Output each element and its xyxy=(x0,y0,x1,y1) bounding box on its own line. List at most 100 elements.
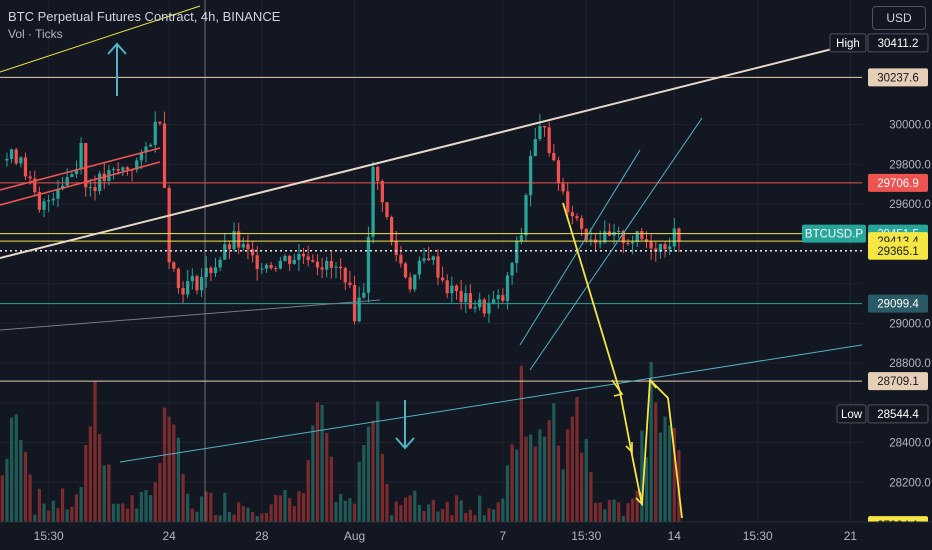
candle-body xyxy=(450,285,454,294)
candle-body xyxy=(408,277,412,290)
candle xyxy=(292,253,296,265)
time-axis-label: 15:30 xyxy=(743,529,773,543)
volume-bar xyxy=(663,416,667,522)
candle-body xyxy=(505,275,510,301)
volume-bar xyxy=(209,492,213,522)
volume-bar xyxy=(264,512,269,522)
volume-bar xyxy=(640,430,644,522)
volume-bar xyxy=(450,515,454,522)
candle-body xyxy=(274,268,278,270)
candle xyxy=(663,240,667,258)
candle-body xyxy=(468,293,473,309)
volume-bar xyxy=(232,514,236,522)
candle xyxy=(427,246,431,262)
volume-bar xyxy=(14,414,18,522)
candle-body xyxy=(9,149,14,159)
candle-body xyxy=(343,268,347,283)
candle-body xyxy=(255,255,259,269)
volume-bar xyxy=(19,439,23,522)
candle-body xyxy=(283,255,287,261)
candle-body xyxy=(482,299,486,314)
time-axis-label: 28 xyxy=(255,529,269,543)
volume-bar xyxy=(459,500,463,522)
volume-bar xyxy=(440,508,445,522)
volume-bar xyxy=(204,491,208,522)
candle-body xyxy=(473,307,477,309)
volume-bar xyxy=(579,452,584,522)
candle-body xyxy=(617,230,621,233)
volume-bar xyxy=(47,510,51,522)
price-axis-tick-label: 28400.0 xyxy=(889,438,931,450)
volume-bar xyxy=(672,427,676,522)
volume-bar xyxy=(626,503,630,522)
candle-body xyxy=(561,183,565,192)
volume-bar xyxy=(37,488,42,522)
price-label-box xyxy=(868,173,928,192)
price-label-name: BTCUSD.P xyxy=(805,229,863,241)
candle-body xyxy=(329,261,333,268)
candle xyxy=(195,274,199,295)
price-level-label: 30411.2 High xyxy=(829,33,929,53)
price-label-text: 28709.1 xyxy=(877,376,919,388)
price-level-label: 29099.4 xyxy=(868,294,928,313)
candle-body xyxy=(556,160,561,184)
candle xyxy=(445,274,449,299)
candle xyxy=(255,245,259,281)
volume-bar xyxy=(274,494,278,522)
candle-body xyxy=(496,295,500,300)
candle xyxy=(440,266,445,283)
price-label-text: 29099.4 xyxy=(877,299,919,311)
candle-body xyxy=(654,248,658,252)
volume-bar xyxy=(566,429,570,522)
volume-bar xyxy=(88,426,92,522)
candle xyxy=(408,272,412,293)
price-level-label: 30237.6 xyxy=(868,68,928,87)
volume-bar xyxy=(524,436,528,522)
candle xyxy=(190,268,194,290)
candle xyxy=(376,165,380,190)
price-label-text: 29365.1 xyxy=(877,246,919,258)
volume-bar xyxy=(515,449,519,522)
candle xyxy=(561,177,565,195)
candle xyxy=(603,220,607,244)
currency-selector-button[interactable]: USD xyxy=(872,6,926,30)
volume-bar xyxy=(223,492,227,522)
candle-body xyxy=(288,255,292,264)
candle-body xyxy=(297,253,301,260)
candle-body xyxy=(153,121,157,145)
candle xyxy=(260,263,264,275)
candle-body xyxy=(172,262,176,269)
candle-body xyxy=(598,242,602,244)
candle xyxy=(158,121,162,126)
candle xyxy=(380,179,384,212)
volume-bar xyxy=(5,458,9,522)
volume-bar xyxy=(556,445,561,522)
volume-bar xyxy=(292,505,296,522)
volume-bar xyxy=(306,459,310,522)
volume-bar xyxy=(339,493,343,522)
candle xyxy=(246,235,250,260)
candle xyxy=(274,266,278,272)
volume-bar xyxy=(329,456,333,522)
candle-body xyxy=(362,292,366,298)
candle-body xyxy=(644,239,649,242)
price-label-text: 28544.4 xyxy=(877,409,919,421)
volume-bar xyxy=(417,504,422,522)
volume-bar xyxy=(542,436,547,522)
candle-body xyxy=(241,244,245,248)
candle-body xyxy=(454,285,459,292)
candle xyxy=(487,294,491,323)
candle-body xyxy=(626,242,630,244)
volume-bar xyxy=(51,500,55,522)
candle xyxy=(357,286,361,323)
volume-bar xyxy=(334,502,338,522)
candle-body xyxy=(116,169,120,171)
candle xyxy=(413,274,417,293)
candle-body xyxy=(357,297,361,322)
candle xyxy=(672,217,676,252)
price-label-name-box xyxy=(836,404,867,424)
price-axis: 28200.0 28400.0 28800.0 29000.0 29600.0 29800… xyxy=(889,120,931,490)
volume-bar xyxy=(301,493,306,522)
